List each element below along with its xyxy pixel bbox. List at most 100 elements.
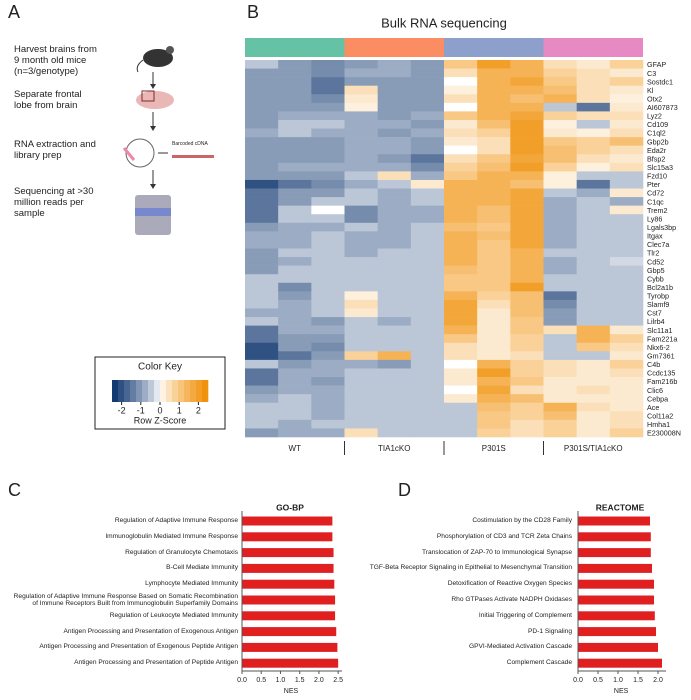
heatmap-cell bbox=[543, 171, 577, 181]
heatmap-cell bbox=[311, 214, 345, 224]
heatmap-cell bbox=[576, 137, 611, 146]
heatmap-cell bbox=[576, 411, 611, 421]
heatmap-cell bbox=[609, 248, 644, 258]
heatmap-cell bbox=[576, 60, 611, 69]
heatmap-cell bbox=[543, 77, 577, 87]
heatmap-cell bbox=[377, 111, 412, 121]
heatmap-cell bbox=[576, 111, 611, 121]
heatmap-cell bbox=[377, 394, 412, 404]
heatmap-cell bbox=[245, 162, 279, 172]
x-tick-label: 2.5 bbox=[333, 677, 343, 684]
heatmap-cell bbox=[377, 128, 412, 138]
heatmap-cell bbox=[510, 197, 544, 206]
heatmap-cell bbox=[311, 68, 345, 78]
heatmap-cell bbox=[344, 325, 378, 335]
heatmap-cell bbox=[543, 188, 577, 198]
x-tick-label: 0.5 bbox=[256, 677, 266, 684]
heatmap-cell bbox=[377, 145, 412, 155]
heatmap-cell bbox=[311, 248, 345, 258]
color-key-swatch bbox=[178, 380, 185, 402]
bar bbox=[242, 579, 335, 589]
x-axis-label: NES bbox=[614, 688, 629, 695]
heatmap-cell bbox=[377, 85, 412, 95]
group-label: P301S/TIA1cKO bbox=[564, 444, 623, 453]
row-label: Gm7361 bbox=[647, 352, 675, 361]
heatmap-cell bbox=[510, 368, 544, 378]
heatmap-cell bbox=[278, 222, 312, 232]
heatmap-cell bbox=[278, 419, 312, 429]
row-label: Clec7a bbox=[647, 240, 669, 249]
heatmap-cell bbox=[410, 325, 445, 335]
heatmap-cell bbox=[444, 137, 478, 146]
heatmap-cell bbox=[278, 428, 312, 438]
heatmap-cell bbox=[344, 154, 378, 164]
heatmap-cell bbox=[344, 428, 378, 438]
bar bbox=[242, 563, 334, 573]
heatmap-cell bbox=[410, 145, 445, 155]
heatmap-cell bbox=[344, 145, 378, 155]
row-label: Slamf9 bbox=[647, 300, 669, 309]
heatmap-cell bbox=[576, 334, 611, 344]
heatmap-cell bbox=[576, 265, 611, 275]
heatmap-cell bbox=[510, 377, 544, 386]
heatmap-cell bbox=[311, 351, 345, 361]
heatmap-cell bbox=[278, 85, 312, 95]
heatmap-cell bbox=[444, 197, 478, 206]
heatmap-cell bbox=[609, 359, 644, 369]
heatmap-cell bbox=[609, 145, 644, 155]
heatmap-cell bbox=[444, 428, 478, 438]
heatmap-cell bbox=[510, 282, 544, 292]
heatmap-cell bbox=[510, 351, 544, 361]
row-label: C4b bbox=[647, 360, 660, 369]
heatmap-cell bbox=[576, 342, 611, 352]
heatmap-cell bbox=[344, 282, 378, 292]
heatmap-cell bbox=[245, 274, 279, 284]
heatmap-cell bbox=[377, 94, 412, 104]
bar-label: Costimulation by the CD28 Family bbox=[472, 517, 572, 524]
heatmap-cell bbox=[410, 368, 445, 378]
heatmap-cell bbox=[477, 385, 511, 395]
heatmap-cell bbox=[245, 385, 279, 395]
heatmap-cell bbox=[344, 205, 378, 215]
heatmap-cell bbox=[444, 188, 478, 198]
cdna-label: Barcoded cDNA bbox=[172, 141, 208, 147]
heatmap-cell bbox=[377, 239, 412, 249]
heatmap-cell bbox=[377, 77, 412, 87]
bar-label: Antigen Processing and Presentation of E… bbox=[39, 643, 238, 651]
row-label: Cd52 bbox=[647, 257, 664, 266]
heatmap-cell bbox=[245, 102, 279, 112]
heatmap-cell bbox=[377, 351, 412, 361]
heatmap-cell bbox=[311, 342, 345, 352]
x-tick-label: 2.0 bbox=[314, 677, 324, 684]
heatmap-cell bbox=[344, 248, 378, 258]
bar bbox=[578, 611, 655, 621]
heatmap-cell bbox=[543, 222, 577, 232]
heatmap-cell bbox=[576, 402, 611, 412]
heatmap-cell bbox=[410, 317, 445, 326]
heatmap-cell bbox=[543, 231, 577, 241]
heatmap-cell bbox=[609, 274, 644, 284]
heatmap-cell bbox=[410, 102, 445, 112]
heatmap-cell bbox=[477, 145, 511, 155]
heatmap-cell bbox=[245, 282, 279, 292]
heatmap-cell bbox=[609, 282, 644, 292]
heatmap-cell bbox=[410, 342, 445, 352]
heatmap-cell bbox=[510, 145, 544, 155]
color-key-swatch bbox=[172, 380, 179, 402]
row-label: Cst7 bbox=[647, 309, 662, 318]
heatmap-cell bbox=[477, 359, 511, 369]
color-key-swatch bbox=[130, 380, 137, 402]
group-label: P301S bbox=[482, 444, 506, 453]
bar bbox=[578, 579, 654, 589]
heatmap-cell bbox=[311, 299, 345, 309]
heatmap-cell bbox=[444, 274, 478, 284]
heatmap-cell bbox=[410, 77, 445, 87]
heatmap-cell bbox=[245, 265, 279, 275]
heatmap-cell bbox=[311, 102, 345, 112]
heatmap-cell bbox=[444, 368, 478, 378]
bar-label: Lymphocyte Mediated Immunity bbox=[145, 580, 238, 588]
heatmap-cell bbox=[311, 85, 345, 95]
heatmap-cell bbox=[278, 359, 312, 369]
heatmap-cell bbox=[609, 162, 644, 172]
bar-label: Regulation of Granulocyte Chemotaxis bbox=[125, 548, 238, 556]
